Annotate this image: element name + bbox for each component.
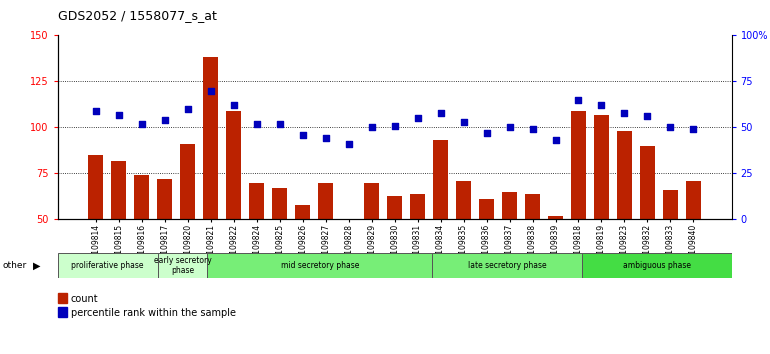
Bar [571,111,586,312]
Text: mid secretory phase: mid secretory phase [280,261,359,270]
Bar [203,57,218,312]
Point [205,88,217,93]
Point [527,126,539,132]
Bar [433,140,448,312]
Bar [640,146,655,312]
Bar [456,181,471,312]
Text: early secretory
phase: early secretory phase [154,256,212,275]
Point [343,141,355,147]
Point [320,136,332,141]
Bar [295,205,310,312]
Bar [273,188,287,312]
Point [665,125,677,130]
Bar [387,195,402,312]
Point [250,121,263,127]
Text: other: other [2,261,26,270]
Point [480,130,493,136]
Bar [318,183,333,312]
Bar [594,115,609,312]
Bar [525,194,540,312]
Bar [207,253,432,278]
Point [89,108,102,114]
Bar [582,253,732,278]
Point [159,117,171,123]
Bar [617,131,632,312]
Text: GDS2052 / 1558077_s_at: GDS2052 / 1558077_s_at [58,9,216,22]
Point [388,123,400,129]
Point [411,115,424,121]
Point [273,121,286,127]
Point [595,103,608,108]
Bar [158,253,207,278]
Point [136,121,148,127]
Point [572,97,584,103]
Point [641,114,654,119]
Text: count: count [71,294,99,304]
Point [434,110,447,115]
Bar [410,194,425,312]
Bar [364,183,379,312]
Point [182,106,194,112]
Bar [479,199,494,312]
Text: proliferative phase: proliferative phase [72,261,144,270]
Point [549,137,561,143]
Point [457,119,470,125]
Bar [341,308,357,312]
Text: percentile rank within the sample: percentile rank within the sample [71,308,236,318]
Bar [89,155,103,312]
Point [618,110,631,115]
Bar [249,183,264,312]
Bar [686,181,701,312]
Text: late secretory phase: late secretory phase [467,261,546,270]
Bar [226,111,241,312]
Bar [180,144,196,312]
Point [504,125,516,130]
Bar [548,216,563,312]
Bar [663,190,678,312]
Bar [58,253,158,278]
Point [228,103,240,108]
Bar [432,253,582,278]
Point [296,132,309,138]
Text: ▶: ▶ [33,261,41,270]
Point [112,112,125,118]
Bar [502,192,517,312]
Text: ambiguous phase: ambiguous phase [623,261,691,270]
Bar [134,175,149,312]
Point [688,126,700,132]
Bar [157,179,172,312]
Bar [112,161,126,312]
Point [366,125,378,130]
